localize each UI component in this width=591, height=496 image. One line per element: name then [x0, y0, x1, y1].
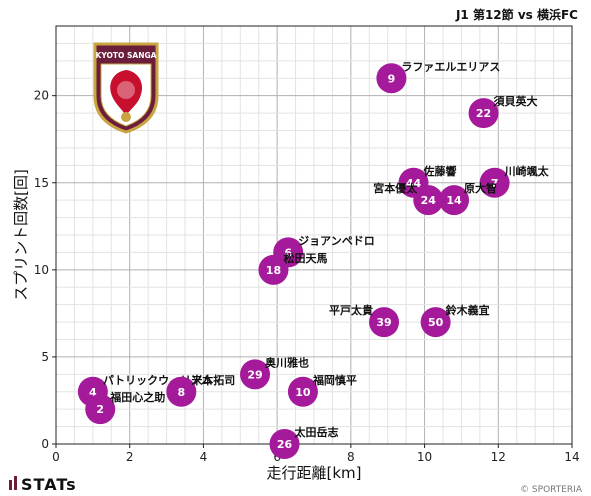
svg-text:KYOTO SANGA: KYOTO SANGA	[96, 51, 157, 60]
team-logo: KYOTO SANGA	[93, 42, 159, 134]
point-name: 奥川雅也	[264, 355, 309, 369]
point-name: 福田心之助	[109, 390, 165, 404]
point-marker	[85, 394, 116, 425]
x-tick-label: 4	[200, 450, 208, 464]
point-marker	[376, 63, 407, 94]
point-number: 50	[428, 316, 444, 329]
point-number: 2	[96, 403, 104, 416]
point-marker	[468, 98, 499, 129]
point-marker	[269, 429, 300, 459]
point-name: 鈴木義宜	[446, 303, 490, 317]
chart-title: J1 第12節 vs 横浜FC	[455, 7, 578, 22]
point-name: 平戸太貴	[329, 303, 373, 317]
data-point: 2 福田心之助	[85, 390, 165, 425]
x-axis-label: 走行距離[km]	[266, 464, 361, 482]
x-tick-label: 8	[347, 450, 355, 464]
brand-bar-icon	[9, 480, 12, 490]
point-number: 22	[476, 107, 491, 120]
x-tick-label: 14	[564, 450, 579, 464]
point-marker	[413, 185, 444, 216]
x-axis-ticks: 02468101214	[52, 444, 580, 464]
point-number: 18	[266, 264, 281, 277]
point-number: 8	[177, 386, 185, 399]
y-tick-label: 0	[41, 437, 49, 451]
brand-bar-icon	[14, 476, 17, 490]
point-marker	[258, 254, 289, 285]
x-tick-label: 0	[52, 450, 60, 464]
point-number: 14	[446, 194, 462, 207]
y-tick-label: 10	[34, 263, 49, 277]
y-tick-label: 5	[41, 350, 49, 364]
x-tick-label: 2	[126, 450, 134, 464]
point-name: ラファエルエリアス	[401, 60, 500, 73]
point-name: 須貝英大	[493, 94, 538, 108]
point-name: 原大智	[464, 181, 497, 195]
plot-frame	[55, 25, 573, 445]
point-marker	[287, 376, 318, 407]
y-axis-ticks: 0 5 10 15 20	[34, 89, 56, 451]
point-number: 9	[388, 72, 396, 85]
y-axis-label: スプリント回数[回]	[12, 169, 30, 301]
data-point: 6 ジョアンペドロ	[273, 234, 375, 268]
point-marker	[479, 167, 510, 198]
point-name: ジョアンペドロ	[298, 234, 375, 247]
data-point: 9 ラファエルエリアス	[376, 60, 500, 94]
stats-brand: STATs	[9, 475, 77, 494]
y-tick-label: 20	[34, 89, 49, 103]
point-marker	[420, 307, 451, 338]
point-name: 佐藤響	[423, 164, 457, 178]
point-number: 4	[89, 386, 97, 399]
point-name: 福岡慎平	[312, 373, 357, 387]
x-tick-label: 12	[491, 450, 506, 464]
point-name: 松田天馬	[283, 251, 327, 265]
brand-label: STATs	[21, 475, 77, 494]
point-number: 6	[284, 246, 292, 259]
x-tick-label: 10	[417, 450, 432, 464]
point-name: 宮本優太	[373, 181, 418, 195]
point-marker	[166, 376, 197, 407]
point-number: 10	[295, 386, 311, 399]
point-number: 29	[247, 368, 262, 381]
data-points: 9ラファエルエリアス22須貝英大7川崎颯太44佐藤響24宮本優太14原大智6ジョ…	[77, 60, 550, 459]
point-marker	[240, 359, 271, 390]
point-number: 44	[406, 177, 422, 190]
point-marker	[439, 185, 470, 216]
data-point: 8 米本拓司	[166, 373, 235, 407]
y-tick-label: 15	[34, 176, 49, 190]
point-number: 24	[421, 194, 437, 207]
data-point: 7 川崎颯太	[479, 164, 550, 198]
point-number: 26	[277, 438, 293, 451]
point-name: 川崎颯太	[504, 164, 550, 178]
point-number: 7	[491, 177, 499, 190]
copyright: © SPORTERIA	[520, 485, 583, 495]
point-marker	[369, 307, 400, 338]
point-name: 米本拓司	[190, 373, 235, 387]
point-name: 太田岳志	[294, 425, 339, 439]
point-number: 39	[376, 316, 391, 329]
